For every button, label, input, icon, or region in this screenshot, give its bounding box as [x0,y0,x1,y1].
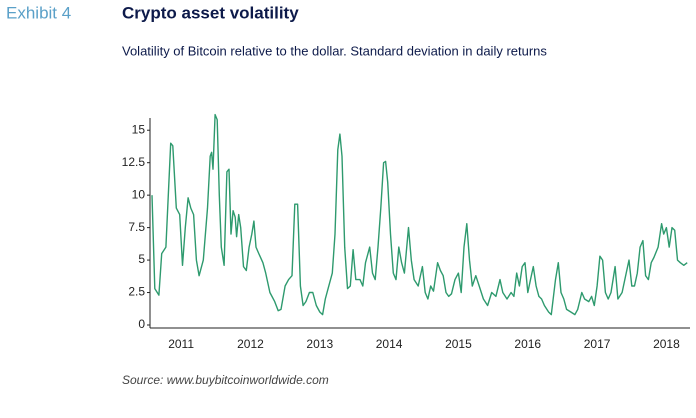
y-tick-label: 2.5 [128,285,145,299]
x-tick-label: 2012 [237,337,264,351]
line [151,113,688,316]
y-tick-label: 12.5 [122,155,146,169]
chart-subtitle: Volatility of Bitcoin relative to the do… [122,43,547,58]
x-tick-label: 2013 [306,337,333,351]
y-tick-label: 15 [132,122,146,136]
chart-title: Crypto asset volatility [122,3,299,22]
y-tick-label: 7.5 [128,220,145,234]
x-tick-label: 2018 [653,337,680,351]
x-tick-label: 2016 [514,337,541,351]
x-tick-label: 2017 [584,337,611,351]
exhibit-label: Exhibit 4 [6,3,71,22]
x-tick-label: 2014 [376,337,403,351]
x-tick-label: 2011 [168,337,194,351]
y-tick-label: 5 [138,252,145,266]
y-tick-label: 0 [138,317,145,331]
y-tick-label: 10 [132,187,146,201]
x-tick-label: 2015 [445,337,472,351]
source: Source: www.buybitcoinworldwide.com [122,373,329,387]
